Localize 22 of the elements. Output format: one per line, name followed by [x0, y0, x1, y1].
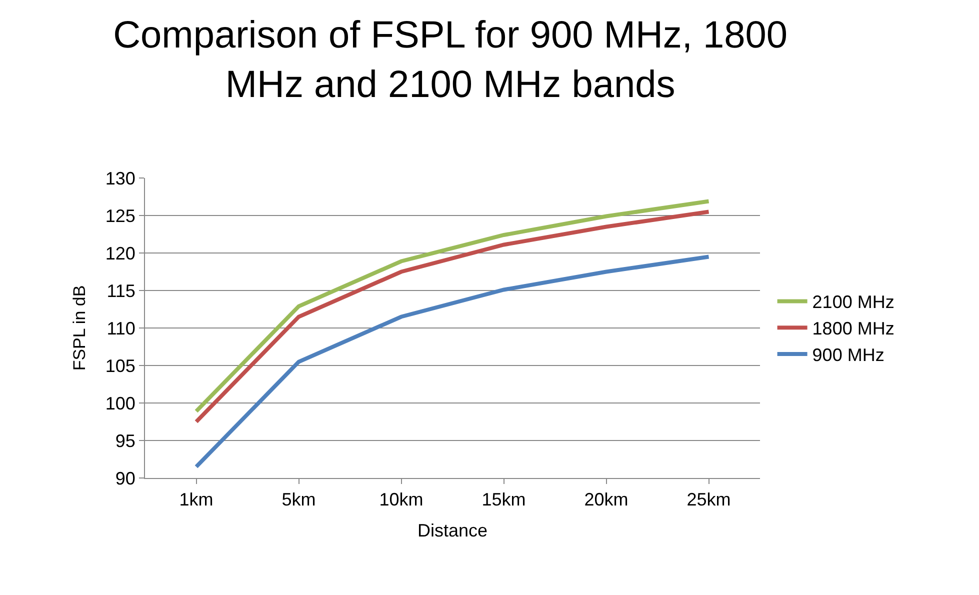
- legend-label: 2100 MHz: [812, 292, 894, 312]
- y-axis-title: FSPL in dB: [70, 285, 89, 371]
- y-tick-label: 105: [105, 356, 136, 376]
- legend-label: 900 MHz: [812, 345, 884, 366]
- x-tick-label: 25km: [686, 490, 731, 510]
- x-tick-label: 5km: [282, 490, 316, 510]
- y-tick-label: 110: [106, 318, 136, 338]
- x-axis-title: Distance: [417, 520, 488, 541]
- x-tick-label: 15km: [482, 490, 526, 510]
- chart-title: Comparison of FSPL for 900 MHz, 1800 MHz and 2100 MHz bands: [113, 14, 788, 106]
- y-tick-label: 95: [115, 430, 136, 451]
- line-series: [194, 254, 711, 469]
- y-tick-label: 130: [105, 168, 136, 188]
- y-tick-label: 125: [105, 206, 136, 226]
- y-tick-label: 100: [105, 393, 136, 414]
- x-tick-label: 1km: [179, 490, 214, 510]
- y-tick-label: 120: [105, 243, 136, 264]
- x-tick-label: 10km: [379, 490, 424, 510]
- y-tick-label: 90: [115, 468, 136, 488]
- x-tick-label: 20km: [584, 490, 628, 510]
- legend-label: 1800 MHz: [812, 318, 894, 339]
- y-tick-label: 115: [106, 280, 136, 301]
